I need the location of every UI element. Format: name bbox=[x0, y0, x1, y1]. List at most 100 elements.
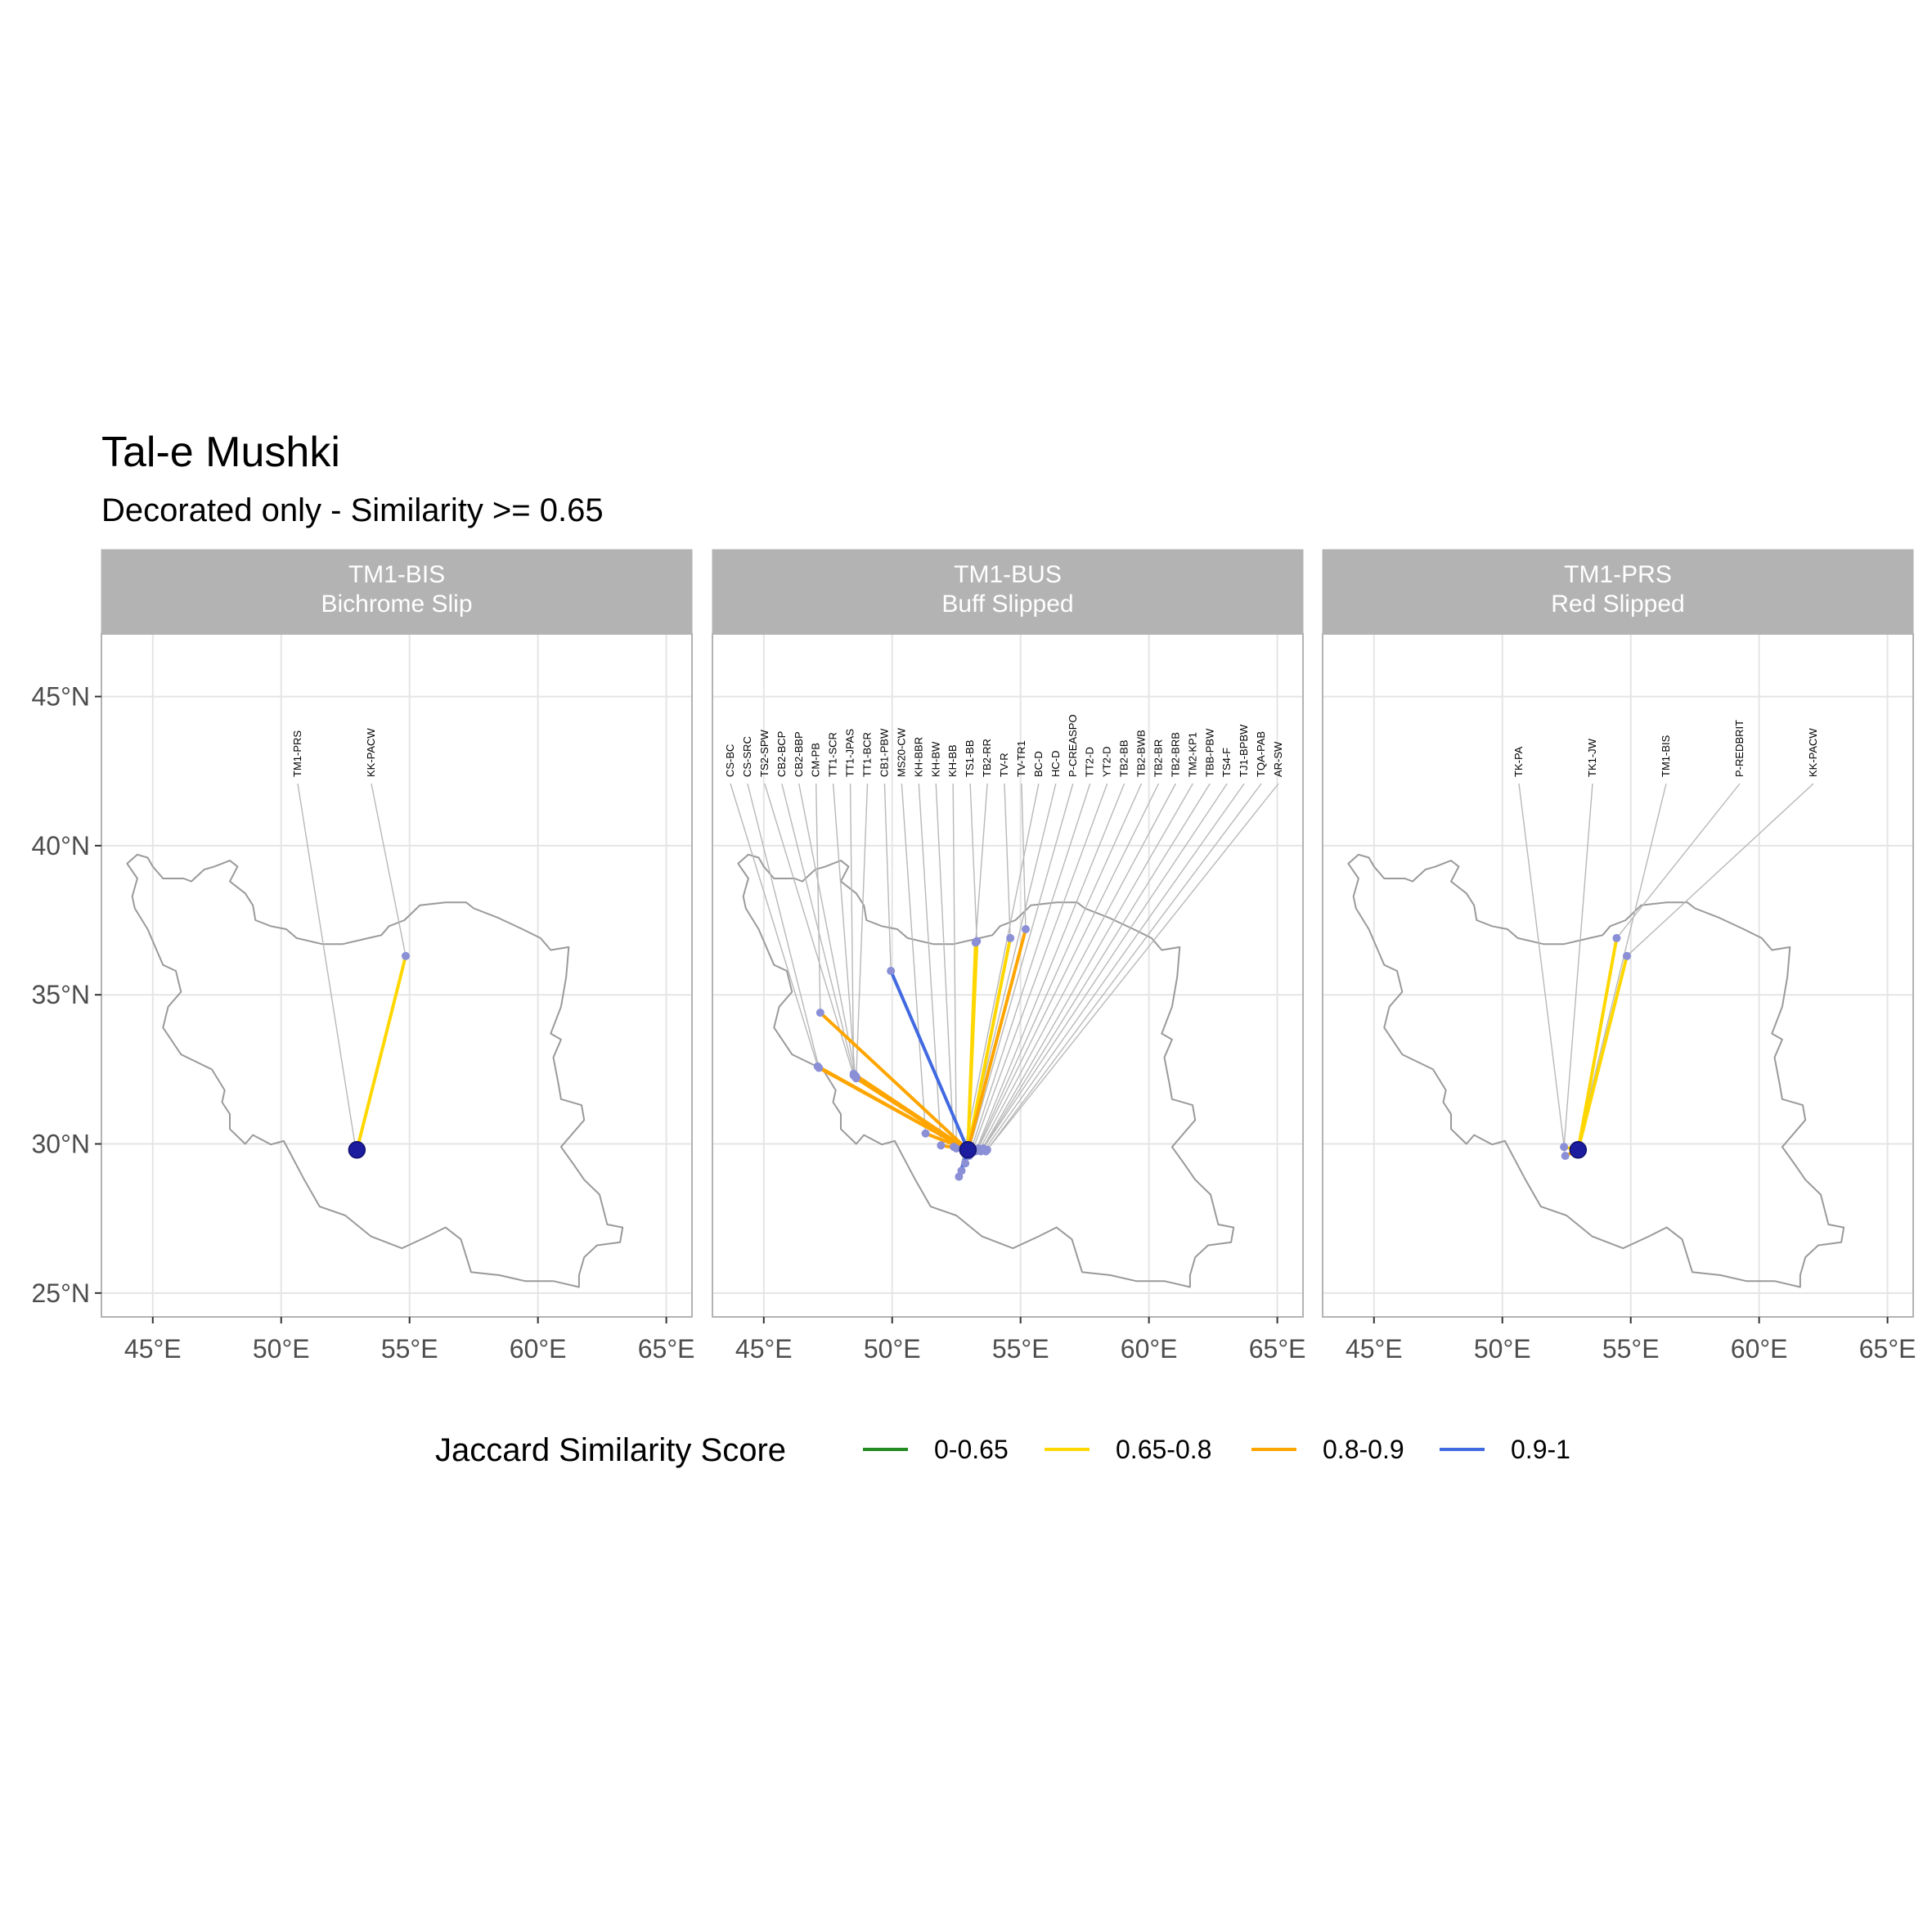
similarity-link bbox=[817, 1066, 970, 1152]
x-tick-label: 50°E bbox=[864, 1334, 921, 1364]
country-outline bbox=[126, 853, 624, 1288]
site-label: KH-BW bbox=[929, 741, 941, 777]
label-leader-line bbox=[849, 783, 855, 1074]
site-label: KH-BBR bbox=[912, 737, 924, 777]
y-tick-label: 35°N bbox=[32, 980, 91, 1009]
panel-border bbox=[101, 633, 693, 1318]
site-label: TJ1-BPBW bbox=[1238, 724, 1250, 777]
label-leader-line bbox=[1626, 783, 1814, 957]
label-leader-line bbox=[901, 783, 927, 1134]
site-label: TT1-SCR bbox=[827, 732, 839, 777]
facet-strip bbox=[712, 549, 1304, 635]
site-point bbox=[1006, 933, 1015, 942]
label-leader-line bbox=[764, 783, 855, 1076]
legend-item: 0-0.65 bbox=[863, 1435, 1009, 1464]
site-point bbox=[1560, 1143, 1569, 1152]
legend-label: 0.65-0.8 bbox=[1116, 1435, 1211, 1464]
site-point bbox=[982, 1145, 991, 1154]
label-leader-line bbox=[976, 783, 1143, 1151]
site-label: TK-PA bbox=[1512, 746, 1525, 777]
site-label: TS4-F bbox=[1220, 748, 1233, 777]
site-point bbox=[1612, 933, 1621, 942]
label-leader-line bbox=[1576, 783, 1667, 1149]
similarity-link bbox=[854, 1075, 970, 1152]
facet-strip-code: TM1-BUS bbox=[954, 561, 1062, 588]
site-label: BC-D bbox=[1032, 751, 1045, 777]
site-label: KH-BB bbox=[946, 744, 959, 777]
site-label: TB2-BRB bbox=[1169, 732, 1181, 777]
facet-panels: TM1-BIS Bichrome Slip TM1-PRS KK-PACW 45°E 50… bbox=[32, 549, 1916, 1364]
facet-panel: TM1-BUS Buff Slipped CS-BC CS-SRC TS2-SPW CB2… bbox=[712, 549, 1305, 1364]
x-tick-label: 50°E bbox=[253, 1334, 310, 1364]
label-leader-line bbox=[984, 783, 1245, 1151]
legend-label: 0-0.65 bbox=[934, 1435, 1009, 1464]
label-leader-line bbox=[1563, 783, 1593, 1148]
site-label: TK1-JW bbox=[1586, 738, 1598, 777]
panel-border bbox=[1322, 633, 1914, 1318]
site-label: TS1-BB bbox=[964, 739, 976, 777]
label-leader-line bbox=[986, 783, 1279, 1151]
x-tick-label: 55°E bbox=[992, 1334, 1049, 1364]
site-label: CS-BC bbox=[724, 744, 736, 777]
x-tick-label: 45°E bbox=[1346, 1334, 1403, 1364]
site-point bbox=[961, 1159, 970, 1168]
y-tick-label: 25°N bbox=[32, 1278, 91, 1308]
label-leader-line bbox=[975, 783, 1126, 1152]
legend-label: 0.9-1 bbox=[1511, 1435, 1570, 1464]
similarity-link bbox=[889, 969, 970, 1152]
x-tick-label: 45°E bbox=[124, 1334, 182, 1364]
site-label: TB2-BB bbox=[1118, 739, 1130, 777]
similarity-link bbox=[355, 954, 407, 1152]
site-labels: TM1-PRS KK-PACW bbox=[291, 728, 377, 777]
facet-panel: TM1-PRS Red Slipped TK-PA TK1-JW TM1-BIS P-RE… bbox=[1322, 549, 1916, 1364]
site-label: CS-SRC bbox=[741, 736, 753, 777]
site-label: TB2-BWB bbox=[1135, 730, 1148, 777]
similarity-link bbox=[966, 941, 977, 1152]
site-point bbox=[1622, 951, 1631, 960]
x-tick-label: 50°E bbox=[1474, 1334, 1531, 1364]
label-leader-line bbox=[977, 783, 1160, 1149]
legend-label: 0.8-0.9 bbox=[1323, 1435, 1404, 1464]
site-labels: CS-BC CS-SRC TS2-SPW CB2-BCP CB2-BBP CM-PB TT1… bbox=[724, 714, 1284, 777]
facet-panel: TM1-BIS Bichrome Slip TM1-PRS KK-PACW 45°E 50… bbox=[32, 549, 694, 1364]
x-tick-label: 55°E bbox=[1602, 1334, 1660, 1364]
legend-item: 0.65-0.8 bbox=[1045, 1435, 1211, 1464]
focus-site-marker bbox=[959, 1141, 977, 1159]
site-point bbox=[851, 1072, 860, 1081]
label-leader-line bbox=[980, 783, 1193, 1152]
site-label: MS20-CW bbox=[895, 727, 907, 777]
plot-background bbox=[712, 634, 1303, 1317]
site-label: TT1-BCR bbox=[861, 732, 874, 777]
similarity-link bbox=[966, 936, 1013, 1152]
site-labels: TK-PA TK1-JW TM1-BIS P-REDBRIT KK-PACW bbox=[1512, 720, 1819, 777]
label-leader-line bbox=[798, 783, 857, 1079]
facet-strip-code: TM1-BIS bbox=[348, 561, 445, 588]
label-leader-line bbox=[958, 783, 1040, 1177]
label-leader-line bbox=[883, 783, 892, 972]
site-point bbox=[971, 938, 980, 947]
site-label: TM1-PRS bbox=[291, 730, 303, 777]
facet-strip-code: TM1-PRS bbox=[1564, 561, 1672, 588]
label-leader-line bbox=[815, 783, 821, 1013]
plot-background bbox=[101, 634, 692, 1317]
x-tick-label: 65°E bbox=[1859, 1334, 1916, 1364]
label-leader-line bbox=[969, 783, 978, 941]
similarity-link bbox=[1576, 936, 1619, 1152]
site-label: TT2-D bbox=[1084, 747, 1096, 777]
site-label: TQA-PAB bbox=[1255, 731, 1267, 777]
plot-background bbox=[1323, 634, 1913, 1317]
site-point bbox=[1561, 1152, 1570, 1161]
focus-site-marker bbox=[348, 1141, 366, 1159]
label-leader-line bbox=[975, 783, 988, 943]
facet-strip bbox=[1322, 549, 1914, 635]
site-point bbox=[887, 967, 896, 976]
label-leader-line bbox=[985, 783, 1262, 1152]
site-label: CB2-BCP bbox=[775, 731, 788, 777]
focus-site-marker bbox=[1569, 1141, 1588, 1159]
site-label: TM1-BIS bbox=[1660, 735, 1672, 777]
country-outline bbox=[737, 853, 1235, 1288]
site-label: KK-PACW bbox=[1807, 728, 1819, 777]
figure-title: Tal-e Mushki bbox=[101, 429, 340, 476]
x-tick-label: 55°E bbox=[381, 1334, 438, 1364]
label-leader-line bbox=[832, 783, 856, 1076]
